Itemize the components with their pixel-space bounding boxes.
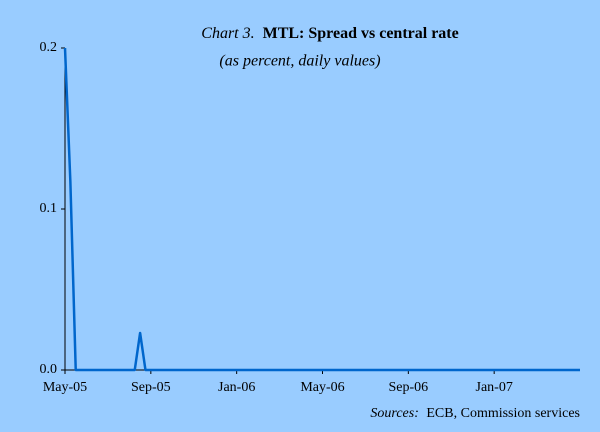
- chart-subtitle: (as percent, daily values): [219, 53, 380, 70]
- x-tick-label: May-06: [300, 380, 344, 395]
- x-tick-label: Jan-06: [218, 380, 255, 395]
- x-tick-label: Sep-05: [131, 380, 171, 395]
- x-tick-label: Sep-06: [388, 380, 428, 395]
- chart-title-group: Chart 3. MTL: Spread vs central rate: [201, 25, 458, 42]
- chart-title: MTL: Spread vs central rate: [263, 25, 459, 42]
- x-tick-label: Jan-07: [476, 380, 513, 395]
- y-tick-label: 0.0: [40, 362, 58, 377]
- y-tick-label: 0.1: [40, 201, 58, 216]
- chart-title-label: Chart 3.: [201, 25, 254, 42]
- source-note: Sources: ECB, Commission services: [370, 406, 580, 421]
- data-line: [63, 47, 580, 372]
- y-tick-label: 0.2: [40, 40, 58, 55]
- x-tick-label: May-05: [43, 380, 87, 395]
- source-text: ECB, Commission services: [426, 406, 580, 421]
- source-label: Sources:: [370, 406, 418, 421]
